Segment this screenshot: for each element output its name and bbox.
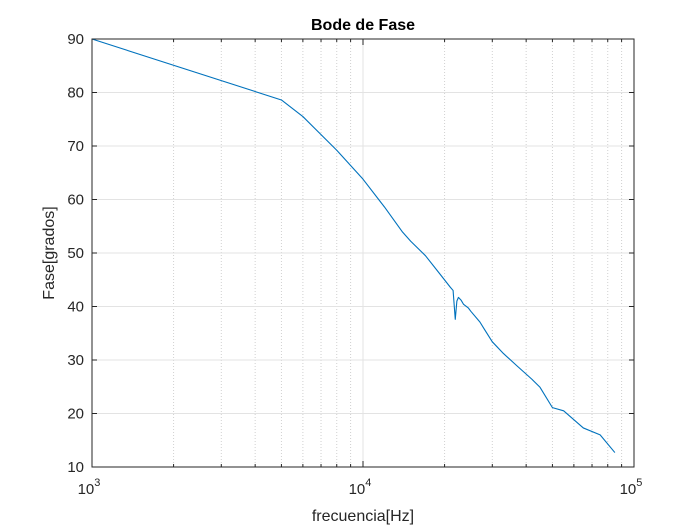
x-tick-label: 105 <box>620 477 643 498</box>
series-line-1 <box>91 38 616 453</box>
x-tick-labels: 103 104 105 <box>78 477 643 498</box>
y-tick-label: 80 <box>67 85 84 102</box>
y-axis-label: Fase[grados] <box>41 206 58 299</box>
x-axis-label: frecuencia[Hz] <box>312 508 414 525</box>
tick-marks <box>91 38 635 468</box>
y-tick-label: 20 <box>67 406 84 423</box>
y-tick-label: 30 <box>67 352 84 369</box>
y-tick-label: 70 <box>67 138 84 155</box>
y-tick-labels: 10 20 30 40 50 60 70 80 90 <box>67 31 84 476</box>
y-tick-label: 10 <box>67 459 84 476</box>
y-tick-label: 50 <box>67 245 84 262</box>
y-tick-label: 60 <box>67 192 84 209</box>
x-tick-label: 104 <box>349 477 372 498</box>
series-group <box>91 38 616 453</box>
y-tick-label: 40 <box>67 299 84 316</box>
x-tick-label: 103 <box>78 477 101 498</box>
y-tick-label: 90 <box>67 31 84 48</box>
chart-title: Bode de Fase <box>311 17 415 34</box>
